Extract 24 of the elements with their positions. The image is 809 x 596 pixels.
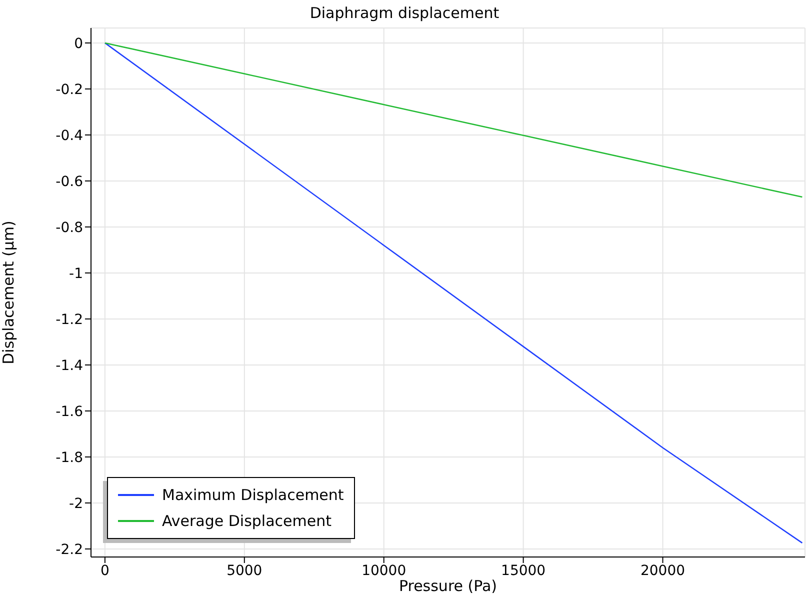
y-tick-label: -1.2 — [56, 312, 83, 328]
x-axis-title: Pressure (Pa) — [398, 577, 498, 595]
y-tick-label: -1.8 — [56, 450, 83, 466]
x-tick-label: 20000 — [640, 562, 686, 579]
y-tick-label: -0.4 — [56, 128, 84, 144]
x-tick-label: 15000 — [501, 562, 546, 579]
legend-label: Maximum Displacement — [162, 486, 344, 504]
y-tick-label: -0.2 — [56, 82, 83, 98]
y-tick-label: -0.8 — [56, 220, 83, 236]
x-tick-label: 5000 — [226, 562, 262, 579]
y-tick-label: -2 — [69, 496, 83, 512]
y-tick-label: -1.4 — [56, 358, 84, 374]
x-tick-label: 0 — [100, 562, 110, 579]
line-series — [104, 42, 803, 198]
y-tick-label: -0.6 — [56, 174, 84, 190]
y-tick-label: 0 — [74, 36, 83, 52]
legend-label: Average Displacement — [162, 512, 332, 530]
y-axis-title: Displacement (µm) — [0, 220, 18, 364]
chart-title: Diaphragm displacement — [308, 4, 500, 22]
y-tick-label: -1 — [69, 266, 83, 282]
y-tick-label: -2.2 — [56, 542, 83, 558]
x-tick-label: 10000 — [362, 562, 406, 579]
y-tick-label: -1.6 — [56, 404, 84, 420]
line-series — [104, 42, 803, 544]
